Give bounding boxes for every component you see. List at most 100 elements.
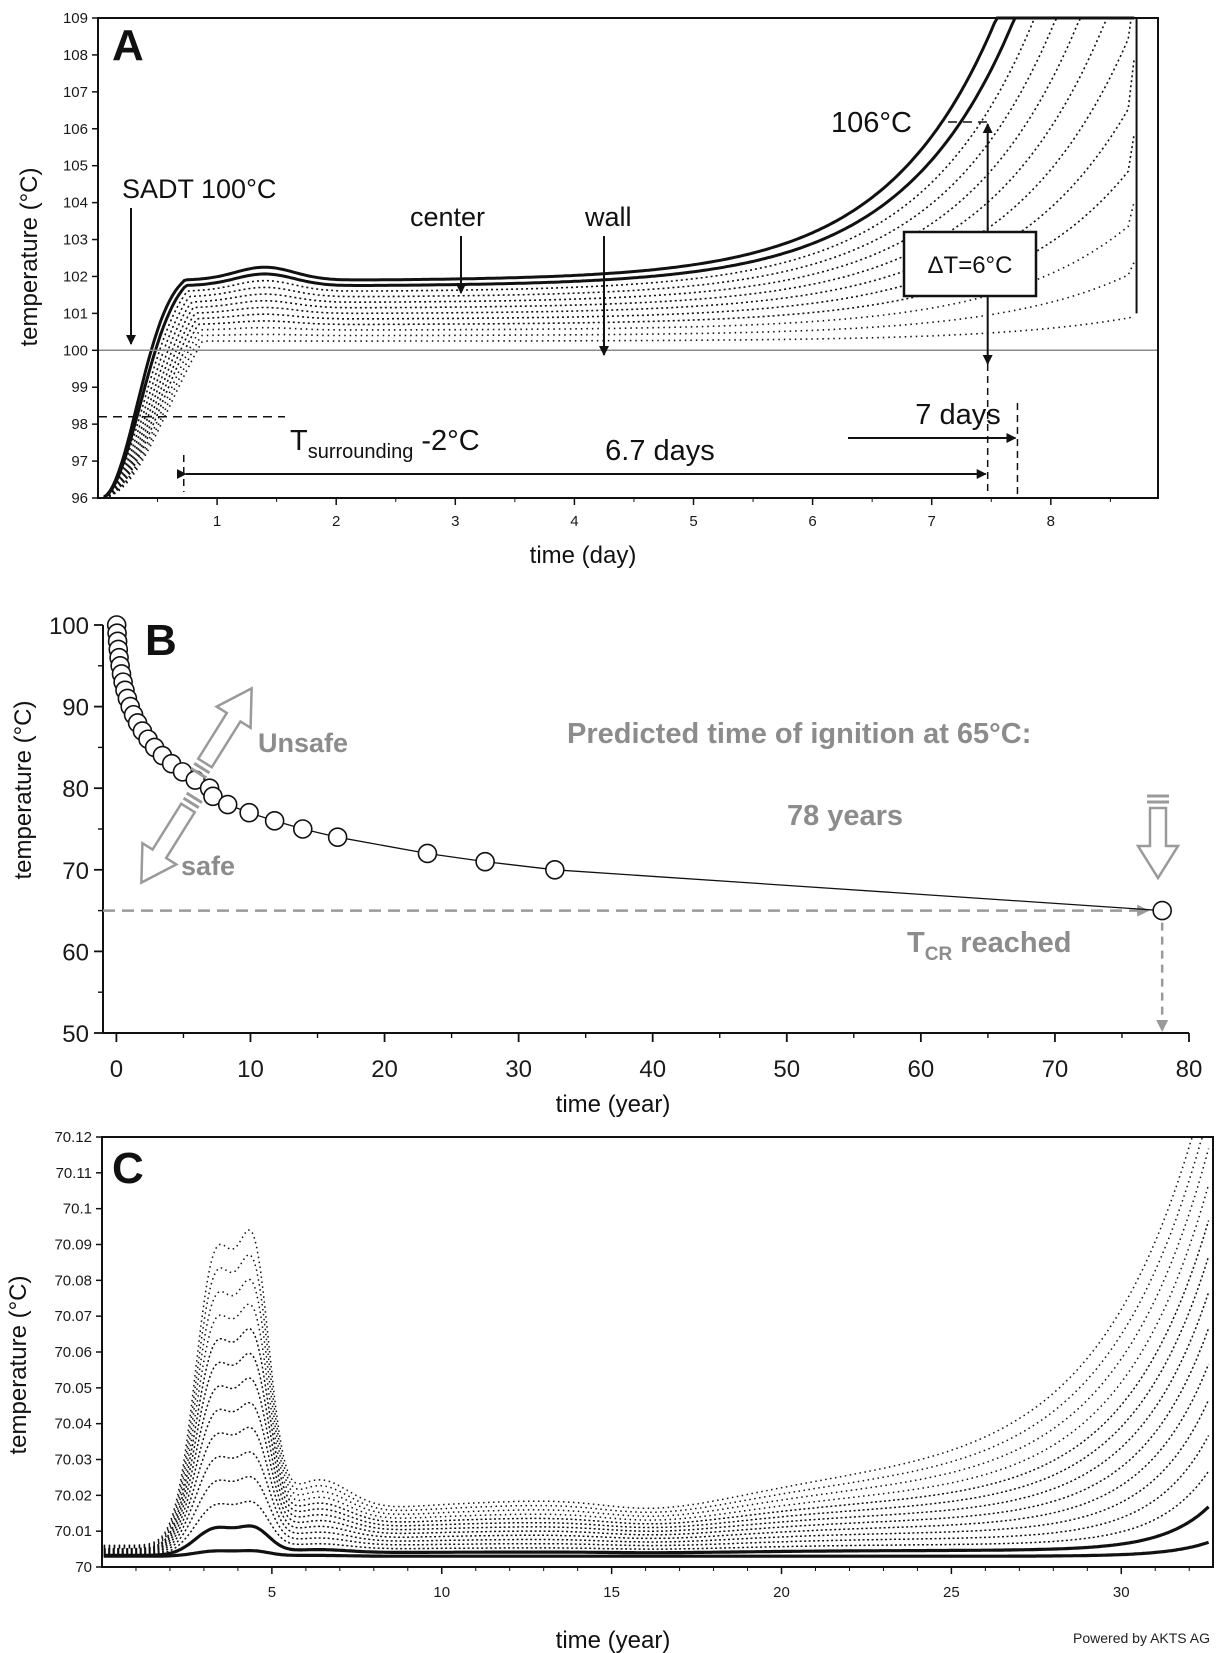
panel-b-predicted-label: Predicted time of ignition at 65°C: (567, 718, 1031, 750)
panel-c-x-axis-label: time (year) (556, 1627, 671, 1653)
panel-c-y-tick-label: 70.02 (54, 1487, 92, 1504)
panel-b-x-tick-label: 40 (639, 1056, 666, 1083)
panel-b-x-tick-label: 60 (908, 1056, 935, 1083)
panel-c-temperature-curve (103, 1136, 1209, 1547)
panel-c-temperature-curve (103, 1148, 1210, 1548)
panel-b-trend-line (116, 624, 1163, 912)
panel-a-y-tick-label: 107 (63, 84, 88, 101)
panel-b-x-tick-label: 70 (1042, 1056, 1069, 1083)
panel-a-temperature-curve (103, 17, 1135, 499)
panel-a-x-tick-label: 5 (689, 513, 697, 530)
panel-c-y-tick-label: 70.07 (54, 1308, 92, 1325)
panel-c-y-axis-label: temperature (°C) (5, 1276, 32, 1455)
panel-a-temperature-curve (103, 17, 1135, 499)
panel-c-y-tick-label: 70.1 (63, 1201, 92, 1218)
panel-c-letter: C (112, 1144, 144, 1193)
panel-a-y-tick-label: 96 (71, 490, 88, 507)
panel-a-letter: A (112, 21, 144, 70)
panel-a-delta-t-label: ΔT=6°C (928, 252, 1013, 279)
panel-a-y-tick-label: 104 (63, 195, 88, 212)
panel-c-temperature-curve (103, 1220, 1210, 1550)
panel-c-y-tick-label: 70.01 (54, 1523, 92, 1540)
panel-b-data-point (1152, 900, 1172, 921)
panel-b-letter: B (145, 616, 177, 665)
panel-a-106-label: 106°C (831, 107, 912, 139)
panel-c-temperature-curve (103, 1136, 1209, 1547)
panel-a-y-tick-label: 106 (63, 121, 88, 138)
panel-c-y-tick-label: 70.09 (54, 1237, 92, 1254)
panel-c-x-tick-label: 5 (268, 1584, 276, 1601)
panel-b-x-tick-label: 80 (1176, 1056, 1203, 1083)
panel-c-temperature-curve (103, 1292, 1210, 1552)
panel-b-tcr-label: TCR reached (907, 927, 1071, 965)
panel-a-x-tick-label: 8 (1047, 513, 1055, 530)
panel-a-temperature-curve (103, 16, 1135, 499)
panel-a-temperature-curve (103, 17, 1135, 499)
panel-c-y-tick-label: 70.11 (56, 1165, 92, 1182)
panel-a-x-axis-label: time (day) (530, 542, 637, 569)
panel-b-x-axis-label: time (year) (556, 1091, 671, 1118)
panel-c-temperature-curve (103, 1540, 1210, 1558)
panel-b-points (106, 615, 1172, 921)
panel-c-y-tick-label: 70 (75, 1559, 92, 1576)
panel-b-ignition-down-arrow-icon (1135, 794, 1181, 881)
panel-a-y-tick-label: 109 (63, 10, 88, 27)
panel-a-x-tick-label: 2 (332, 513, 340, 530)
panel-c-y-tick-label: 70.04 (54, 1416, 92, 1433)
panel-c-x-ticks: 5 10 15 20 25 30 (135, 1567, 1190, 1601)
panel-b-data-point (327, 827, 348, 847)
panel-b-data-point (217, 794, 238, 815)
panel-a-sadt-label: SADT 100°C (122, 174, 276, 204)
panel-b-safe-label: safe (181, 851, 235, 881)
panel-b-x-tick-label: 30 (505, 1056, 532, 1083)
panel-b-y-axis-label: temperature (°C) (10, 701, 37, 880)
panel-a-x-tick-label: 7 (928, 513, 936, 530)
panel-b-data-point (239, 802, 259, 823)
panel-a: 1 2 3 4 5 6 7 8 96 97 98 99 100 101 102 103 104 105 106 10… (16, 10, 1159, 569)
panel-a-surrounding-label: Tsurrounding -2°C (290, 425, 480, 463)
panel-a-y-tick-label: 102 (63, 268, 88, 285)
panel-a-y-tick-label: 103 (63, 232, 88, 249)
panel-b-unsafe-label: Unsafe (258, 728, 348, 758)
panel-c-x-tick-label: 30 (1113, 1584, 1130, 1601)
panel-a-temperature-curve (103, 16, 1135, 499)
panel-c-x-tick-label: 25 (943, 1584, 960, 1601)
panel-b-y-tick-label: 80 (62, 776, 89, 803)
panel-b-y-tick-label: 100 (49, 613, 89, 640)
footer-credit: Powered by AKTS AG (1073, 1630, 1210, 1646)
panel-b-data-point (203, 786, 223, 807)
panel-a-center-label: center (410, 202, 485, 232)
panel-b-data-point (475, 851, 495, 872)
panel-b-y-tick-label: 70 (62, 858, 89, 885)
panel-b-data-point (545, 859, 565, 880)
panel-c-x-tick-label: 15 (603, 1584, 620, 1601)
panel-a-y-tick-label: 105 (63, 158, 88, 175)
panel-b-x-tick-label: 10 (237, 1056, 264, 1083)
panel-a-y-tick-label: 100 (63, 342, 88, 359)
panel-a-temperature-curve (103, 17, 1135, 499)
panel-b-years-label: 78 years (787, 800, 903, 832)
panel-a-y-ticks: 96 97 98 99 100 101 102 103 104 105 106 107 108 109 (63, 10, 98, 507)
panel-c-y-tick-label: 70.08 (54, 1272, 92, 1289)
panel-a-y-tick-label: 98 (71, 416, 88, 433)
panel-a-x-ticks: 1 2 3 4 5 6 7 8 (157, 498, 1111, 530)
panel-a-wall-label: wall (584, 202, 632, 232)
panel-a-y-tick-label: 99 (71, 379, 88, 396)
panel-c-curves (103, 1136, 1210, 1558)
panel-c-temperature-curve (103, 1505, 1210, 1558)
panel-a-y-tick-label: 101 (63, 305, 88, 322)
panel-b-x-tick-label: 0 (110, 1056, 123, 1083)
panel-b-axes (102, 625, 1189, 1034)
panel-a-x-tick-label: 1 (213, 513, 221, 530)
panel-b-safe-arrow-icon (140, 791, 203, 885)
panel-b-data-point (417, 843, 438, 864)
panel-a-temperature-curve (103, 316, 1135, 499)
panel-b-unsafe-arrow-icon (190, 686, 253, 780)
panel-a-plot-frame (97, 17, 1159, 499)
panel-a-y-tick-label: 108 (63, 47, 88, 64)
panel-a-y-tick-label: 97 (71, 453, 88, 470)
panel-c-x-tick-label: 20 (773, 1584, 790, 1601)
panel-c: 5 10 15 20 25 30 7070.0170.0270.0370.0470.057… (5, 1129, 1214, 1653)
panel-c-temperature-curve (103, 1256, 1210, 1551)
